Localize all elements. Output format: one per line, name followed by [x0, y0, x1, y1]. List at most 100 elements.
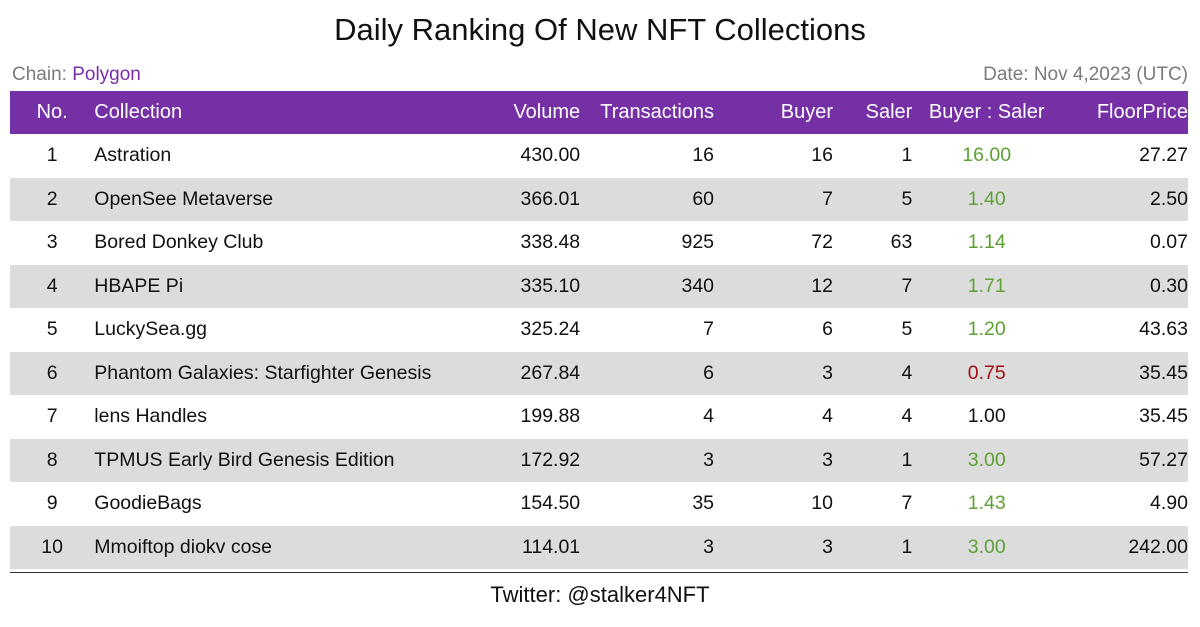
cell-volume: 199.88	[520, 405, 581, 428]
cell-buyer: 3	[822, 535, 833, 558]
cell-transactions: 7	[703, 318, 715, 341]
cell-no: 2	[46, 187, 58, 210]
cell-collection: lens Handles	[94, 405, 208, 428]
cell-buyer: 6	[822, 318, 833, 341]
cell-floor-price: 27.27	[1139, 144, 1188, 167]
cell-saler: 1	[901, 144, 913, 167]
chain-info: Chain: Polygon	[12, 63, 141, 87]
cell-no: 10	[41, 535, 63, 558]
table-header: No. Collection Volume Transactions Buyer…	[10, 91, 1188, 134]
cell-collection: Phantom Galaxies: Starfighter Genesis	[94, 361, 432, 384]
cell-buyer: 3	[822, 448, 833, 471]
cell-volume: 114.01	[521, 535, 581, 558]
cell-no: 3	[46, 231, 58, 254]
cell-volume: 335.10	[520, 274, 581, 297]
cell-floor-price: 2.50	[1150, 187, 1188, 210]
cell-volume: 325.24	[520, 318, 581, 341]
table-row: 2 OpenSee Metaverse 366.01 60 7 5 1.40 2.50	[10, 177, 1188, 221]
chain-value: Polygon	[72, 64, 141, 85]
cell-floor-price: 35.45	[1139, 405, 1188, 428]
cell-floor-price: 43.63	[1139, 318, 1188, 341]
cell-saler: 7	[901, 492, 913, 515]
cell-collection: Mmoiftop diokv cose	[94, 535, 273, 558]
header-volume: Volume	[513, 101, 581, 123]
header-no: No.	[36, 101, 68, 123]
cell-transactions: 4	[703, 405, 715, 428]
cell-collection: Astration	[94, 144, 172, 167]
cell-transactions: 3	[703, 448, 715, 471]
cell-saler: 4	[901, 405, 913, 428]
table-row: 5 LuckySea.gg 325.24 7 6 5 1.20 43.63	[10, 308, 1188, 352]
cell-volume: 430.00	[520, 144, 581, 167]
cell-transactions: 16	[692, 144, 715, 167]
cell-collection: HBAPE Pi	[94, 274, 184, 297]
table-row: 10 Mmoiftop diokv cose 114.01 3 3 1 3.00 242.00	[10, 525, 1188, 569]
cell-transactions: 60	[692, 187, 715, 210]
table-row: 9 GoodieBags 154.50 35 10 7 1.43 4.90	[10, 482, 1188, 526]
date-info: Date: Nov 4,2023 (UTC)	[983, 64, 1188, 85]
cell-ratio: 0.75	[967, 361, 1006, 384]
cell-collection: OpenSee Metaverse	[94, 187, 274, 210]
cell-ratio: 16.00	[962, 144, 1012, 167]
cell-transactions: 340	[681, 274, 715, 297]
ranking-table: No. Collection Volume Transactions Buyer…	[10, 91, 1188, 569]
cell-buyer: 7	[822, 187, 833, 210]
cell-collection: LuckySea.gg	[94, 318, 208, 341]
chain-label: Chain:	[12, 64, 73, 85]
cell-volume: 338.48	[520, 231, 581, 254]
cell-buyer: 72	[811, 231, 833, 254]
cell-floor-price: 4.90	[1150, 492, 1188, 515]
cell-saler: 4	[901, 361, 913, 384]
cell-buyer: 12	[811, 274, 833, 297]
cell-buyer: 10	[811, 492, 833, 515]
cell-ratio: 3.00	[967, 448, 1006, 471]
cell-floor-price: 0.30	[1150, 274, 1188, 297]
cell-floor-price: 0.07	[1150, 231, 1188, 254]
header-floor-price: FloorPrice	[1096, 101, 1188, 123]
table-bottom-divider	[10, 572, 1188, 573]
cell-transactions: 6	[703, 361, 715, 384]
cell-floor-price: 242.00	[1128, 535, 1188, 558]
cell-floor-price: 35.45	[1139, 361, 1188, 384]
cell-ratio: 1.20	[967, 318, 1006, 341]
footer-credit: Twitter: @stalker4NFT	[490, 582, 710, 607]
cell-ratio: 3.00	[967, 535, 1006, 558]
cell-no: 6	[46, 361, 58, 384]
table-row: 1 Astration 430.00 16 16 1 16.00 27.27	[10, 134, 1188, 178]
cell-no: 7	[46, 405, 58, 428]
cell-volume: 172.92	[520, 448, 581, 471]
cell-no: 9	[46, 492, 58, 515]
table-row: 7 lens Handles 199.88 4 4 4 1.00 35.45	[10, 395, 1188, 439]
cell-buyer: 16	[811, 144, 833, 167]
cell-volume: 154.50	[520, 492, 581, 515]
cell-ratio: 1.40	[967, 187, 1006, 210]
cell-no: 1	[46, 144, 58, 167]
table-body: 1 Astration 430.00 16 16 1 16.00 27.27 2 OpenSee …	[10, 134, 1188, 569]
table-row: 4 HBAPE Pi 335.10 340 12 7 1.71 0.30	[10, 264, 1188, 308]
cell-no: 4	[46, 274, 58, 297]
page-title: Daily Ranking Of New NFT Collections	[334, 12, 866, 47]
cell-saler: 5	[901, 187, 913, 210]
header-saler: Saler	[865, 101, 913, 123]
cell-transactions: 35	[692, 492, 715, 515]
cell-buyer: 3	[822, 361, 833, 384]
cell-buyer: 4	[822, 405, 833, 428]
header-transactions: Transactions	[600, 101, 715, 123]
cell-volume: 366.01	[520, 187, 581, 210]
cell-saler: 1	[901, 535, 913, 558]
cell-collection: Bored Donkey Club	[94, 231, 264, 254]
cell-ratio: 1.71	[967, 274, 1006, 297]
cell-ratio: 1.00	[967, 405, 1006, 428]
cell-collection: TPMUS Early Bird Genesis Edition	[94, 448, 395, 471]
cell-ratio: 1.14	[967, 231, 1006, 254]
table-row: 3 Bored Donkey Club 338.48 925 72 63 1.14 0.07	[10, 221, 1188, 265]
header-collection: Collection	[94, 101, 183, 123]
cell-transactions: 3	[703, 535, 715, 558]
table-row: 6 Phantom Galaxies: Starfighter Genesis 26…	[10, 351, 1188, 395]
cell-no: 5	[46, 318, 58, 341]
cell-saler: 1	[901, 448, 913, 471]
cell-collection: GoodieBags	[94, 492, 202, 515]
cell-ratio: 1.43	[967, 492, 1006, 515]
cell-volume: 267.84	[520, 361, 581, 384]
cell-transactions: 925	[681, 231, 715, 254]
